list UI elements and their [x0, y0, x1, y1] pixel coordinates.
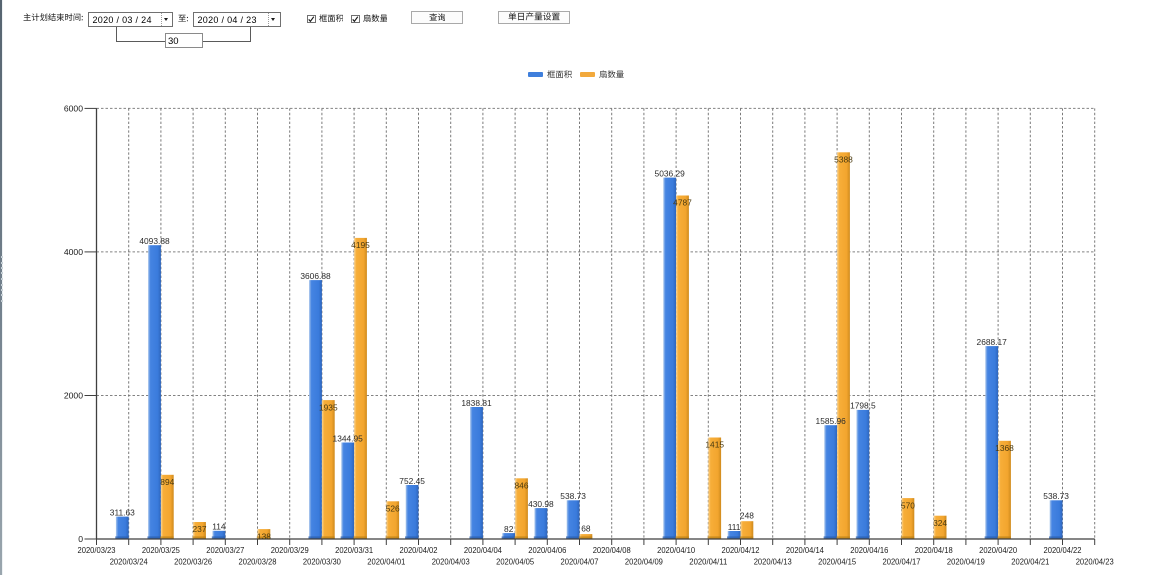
svg-text:1368: 1368: [995, 443, 1014, 453]
svg-text:2020/04/04: 2020/04/04: [464, 545, 502, 555]
svg-text:2020/04/10: 2020/04/10: [657, 545, 695, 555]
svg-text:538.73: 538.73: [1043, 491, 1069, 501]
svg-text:2020/03/27: 2020/03/27: [206, 545, 244, 555]
svg-text:846: 846: [515, 481, 529, 491]
svg-text:2020/03/26: 2020/03/26: [174, 556, 212, 566]
svg-text:4093.88: 4093.88: [139, 236, 170, 246]
svg-text:1935: 1935: [319, 402, 338, 412]
svg-text:430.98: 430.98: [528, 499, 554, 509]
svg-text:2020/03/28: 2020/03/28: [239, 556, 277, 566]
svg-text:2020/04/18: 2020/04/18: [915, 545, 953, 555]
svg-text:2020/03/23: 2020/03/23: [78, 545, 116, 555]
svg-text:570: 570: [901, 500, 915, 510]
svg-text:114: 114: [212, 522, 226, 532]
svg-text:111: 111: [728, 522, 741, 532]
svg-text:324: 324: [933, 518, 947, 528]
svg-text:2000: 2000: [64, 391, 83, 401]
svg-text:2020/04/22: 2020/04/22: [1044, 545, 1082, 555]
svg-text:538.73: 538.73: [560, 491, 586, 501]
svg-text:248: 248: [740, 510, 754, 520]
svg-text:2020/04/09: 2020/04/09: [625, 556, 663, 566]
svg-text:2020/04/20: 2020/04/20: [979, 545, 1017, 555]
svg-text:2020/03/24: 2020/03/24: [110, 556, 148, 566]
svg-text:2020/04/07: 2020/04/07: [561, 556, 599, 566]
svg-text:2020/03/31: 2020/03/31: [335, 545, 373, 555]
svg-text:2020/04/23: 2020/04/23: [1076, 556, 1114, 566]
svg-text:2020/04/17: 2020/04/17: [883, 556, 921, 566]
svg-text:4195: 4195: [351, 240, 370, 250]
svg-text:2020/04/13: 2020/04/13: [754, 556, 792, 566]
svg-text:4787: 4787: [673, 198, 692, 208]
svg-text:1798.5: 1798.5: [850, 401, 876, 411]
svg-text:0: 0: [78, 534, 83, 544]
svg-text:2020/04/05: 2020/04/05: [496, 556, 534, 566]
svg-text:2020/03/29: 2020/03/29: [271, 545, 309, 555]
svg-text:4000: 4000: [64, 247, 83, 257]
svg-text:1838.81: 1838.81: [461, 398, 492, 408]
svg-text:2020/04/14: 2020/04/14: [786, 545, 824, 555]
svg-text:2020/04/15: 2020/04/15: [818, 556, 856, 566]
svg-text:2020/03/30: 2020/03/30: [303, 556, 341, 566]
svg-text:2020/04/21: 2020/04/21: [1011, 556, 1049, 566]
svg-text:68: 68: [581, 523, 591, 533]
svg-text:1585.96: 1585.96: [816, 416, 847, 426]
svg-text:2020/04/06: 2020/04/06: [528, 545, 566, 555]
svg-text:138: 138: [257, 531, 271, 541]
svg-text:2020/04/16: 2020/04/16: [850, 545, 888, 555]
svg-text:5388: 5388: [834, 155, 853, 165]
svg-text:6000: 6000: [64, 104, 83, 114]
svg-text:1415: 1415: [705, 440, 724, 450]
svg-text:526: 526: [386, 504, 400, 514]
svg-text:237: 237: [193, 524, 207, 534]
svg-text:311.63: 311.63: [110, 507, 135, 517]
svg-text:2020/04/02: 2020/04/02: [400, 545, 438, 555]
svg-text:2020/04/12: 2020/04/12: [722, 545, 760, 555]
svg-text:3606.88: 3606.88: [300, 271, 331, 281]
svg-text:2688.17: 2688.17: [977, 337, 1008, 347]
svg-text:2020/04/08: 2020/04/08: [593, 545, 631, 555]
svg-text:2020/04/11: 2020/04/11: [689, 556, 727, 566]
svg-text:82: 82: [504, 524, 514, 534]
svg-text:2020/03/25: 2020/03/25: [142, 545, 180, 555]
svg-text:894: 894: [160, 477, 174, 487]
svg-text:2020/04/19: 2020/04/19: [947, 556, 985, 566]
svg-text:752.45: 752.45: [399, 476, 425, 486]
svg-text:2020/04/03: 2020/04/03: [432, 556, 470, 566]
svg-text:1344.95: 1344.95: [333, 433, 364, 443]
svg-text:5036.29: 5036.29: [655, 168, 686, 178]
svg-text:2020/04/01: 2020/04/01: [367, 556, 405, 566]
